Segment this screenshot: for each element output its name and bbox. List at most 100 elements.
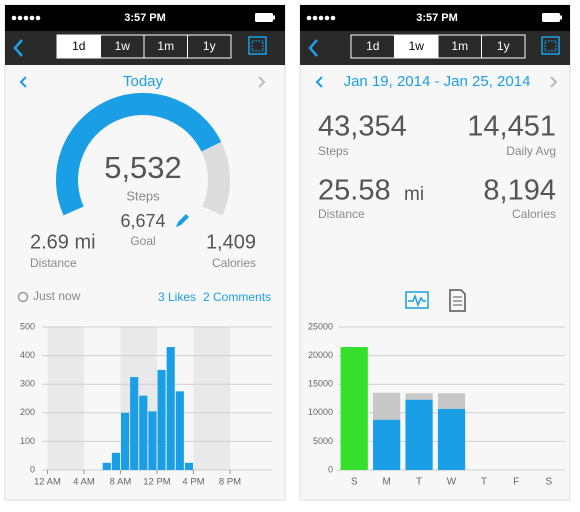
goal-value: 6,674 xyxy=(120,211,165,231)
x-tick-label: T xyxy=(481,477,487,488)
y-tick-label: 10000 xyxy=(308,407,333,417)
signal xyxy=(306,15,336,21)
edit-goal[interactable] xyxy=(176,214,189,227)
segment-label[interactable]: 1m xyxy=(451,39,468,53)
distance-label: Distance xyxy=(318,207,365,221)
band xyxy=(193,327,231,470)
likes[interactable]: 3 Likes xyxy=(158,290,196,304)
segment-label[interactable]: 1d xyxy=(72,39,85,53)
x-tick-label: T xyxy=(416,477,422,488)
bar xyxy=(120,412,130,470)
next-period[interactable] xyxy=(550,76,558,88)
prev-period[interactable] xyxy=(315,76,323,88)
chart-view-button[interactable] xyxy=(405,291,429,309)
calories-value: 8,194 xyxy=(483,175,556,207)
x-tick-label: F xyxy=(513,477,519,488)
comments[interactable]: 2 Comments xyxy=(203,290,271,304)
period-title: Jan 19, 2014 - Jan 25, 2014 xyxy=(344,73,531,90)
y-tick-label: 100 xyxy=(20,436,35,446)
bar xyxy=(139,395,148,470)
x-tick-label: W xyxy=(447,477,457,488)
distance-value: 2.69 mi xyxy=(30,231,96,253)
main-label: Steps xyxy=(126,188,160,203)
bar-segment xyxy=(437,408,466,470)
weekly-chart: 0 5000 10000 15000 20000 25000 S M T W T F S xyxy=(308,321,565,488)
band xyxy=(47,327,84,470)
segment-label[interactable]: 1w xyxy=(409,39,425,53)
avg-value: 14,451 xyxy=(467,111,556,143)
x-tick-label: 8 AM xyxy=(110,477,132,488)
calendar-button[interactable] xyxy=(541,36,560,55)
status-time: 3:57 PM xyxy=(124,12,166,24)
segment-label[interactable]: 1d xyxy=(366,39,379,53)
avg-label: Daily Avg xyxy=(506,144,556,158)
bar xyxy=(175,391,184,470)
list-view-button[interactable] xyxy=(449,289,466,312)
gauge-progress xyxy=(56,93,222,216)
bar xyxy=(166,347,175,470)
segment-label[interactable]: 1y xyxy=(497,39,510,53)
bar-segment xyxy=(373,392,401,420)
y-tick-label: 0 xyxy=(30,464,35,474)
distance-unit: mi xyxy=(404,184,424,205)
x-tick-label: 8 PM xyxy=(219,477,241,488)
bar-segment xyxy=(405,399,433,470)
x-tick-label: M xyxy=(382,477,390,488)
y-tick-label: 400 xyxy=(20,350,35,360)
segment[interactable] xyxy=(187,34,232,59)
segment-label[interactable]: 1w xyxy=(115,39,131,53)
battery xyxy=(255,13,275,22)
back-button[interactable] xyxy=(308,39,318,57)
segment[interactable] xyxy=(481,34,526,59)
y-tick-label: 300 xyxy=(20,379,35,389)
y-tick-label: 25000 xyxy=(308,321,333,331)
y-tick-label: 0 xyxy=(328,464,333,474)
y-tick-label: 20000 xyxy=(308,350,333,360)
goal-label: Goal xyxy=(130,234,155,248)
bar-segment xyxy=(437,393,466,409)
distance-value: 25.58 xyxy=(318,175,391,207)
y-tick-label: 500 xyxy=(20,321,35,331)
bar-segment xyxy=(373,419,401,470)
bar xyxy=(184,462,194,470)
segmented-control[interactable]: 1d 1w 1m 1y xyxy=(350,34,526,59)
bar-segment xyxy=(340,347,368,470)
bar xyxy=(102,462,111,470)
y-tick-label: 5000 xyxy=(313,436,333,446)
y-tick-label: 15000 xyxy=(308,379,333,389)
segmented-control[interactable]: 1d 1w 1m 1y xyxy=(56,34,232,59)
next-period[interactable] xyxy=(258,76,266,88)
x-tick-label: S xyxy=(545,477,552,488)
prev-period[interactable] xyxy=(19,76,27,88)
steps-label: Steps xyxy=(318,144,349,158)
x-tick-label: 12 PM xyxy=(143,477,171,488)
bar-segment xyxy=(405,393,433,400)
bar xyxy=(157,369,166,470)
bar xyxy=(130,377,139,470)
status-time: 3:57 PM xyxy=(416,12,458,24)
bar xyxy=(148,411,157,470)
hourly-chart: 0 100 200 300 400 500 12 AM 4 AM 8 AM 12 PM 4 PM 8 … xyxy=(20,321,272,488)
x-tick-label: 4 AM xyxy=(73,477,95,488)
calories-label: Calories xyxy=(512,207,556,221)
steps-value: 43,354 xyxy=(318,111,407,143)
x-tick-label: 12 AM xyxy=(34,477,61,488)
battery xyxy=(542,13,562,22)
calories-value: 1,409 xyxy=(206,231,256,253)
calories-label: Calories xyxy=(212,256,256,270)
back-button[interactable] xyxy=(13,39,23,57)
refresh-icon[interactable] xyxy=(17,291,29,303)
status-bar xyxy=(5,5,285,31)
signal xyxy=(11,15,41,21)
bar xyxy=(111,452,120,470)
y-tick-label: 200 xyxy=(20,407,35,417)
main-value: 5,532 xyxy=(104,150,182,185)
distance-label: Distance xyxy=(30,256,77,270)
calendar-button[interactable] xyxy=(248,36,267,55)
period-title: Today xyxy=(123,73,164,90)
x-tick-label: 4 PM xyxy=(182,477,204,488)
status-bar xyxy=(300,5,570,31)
segment-label[interactable]: 1y xyxy=(203,39,216,53)
segment-label[interactable]: 1m xyxy=(157,39,174,53)
